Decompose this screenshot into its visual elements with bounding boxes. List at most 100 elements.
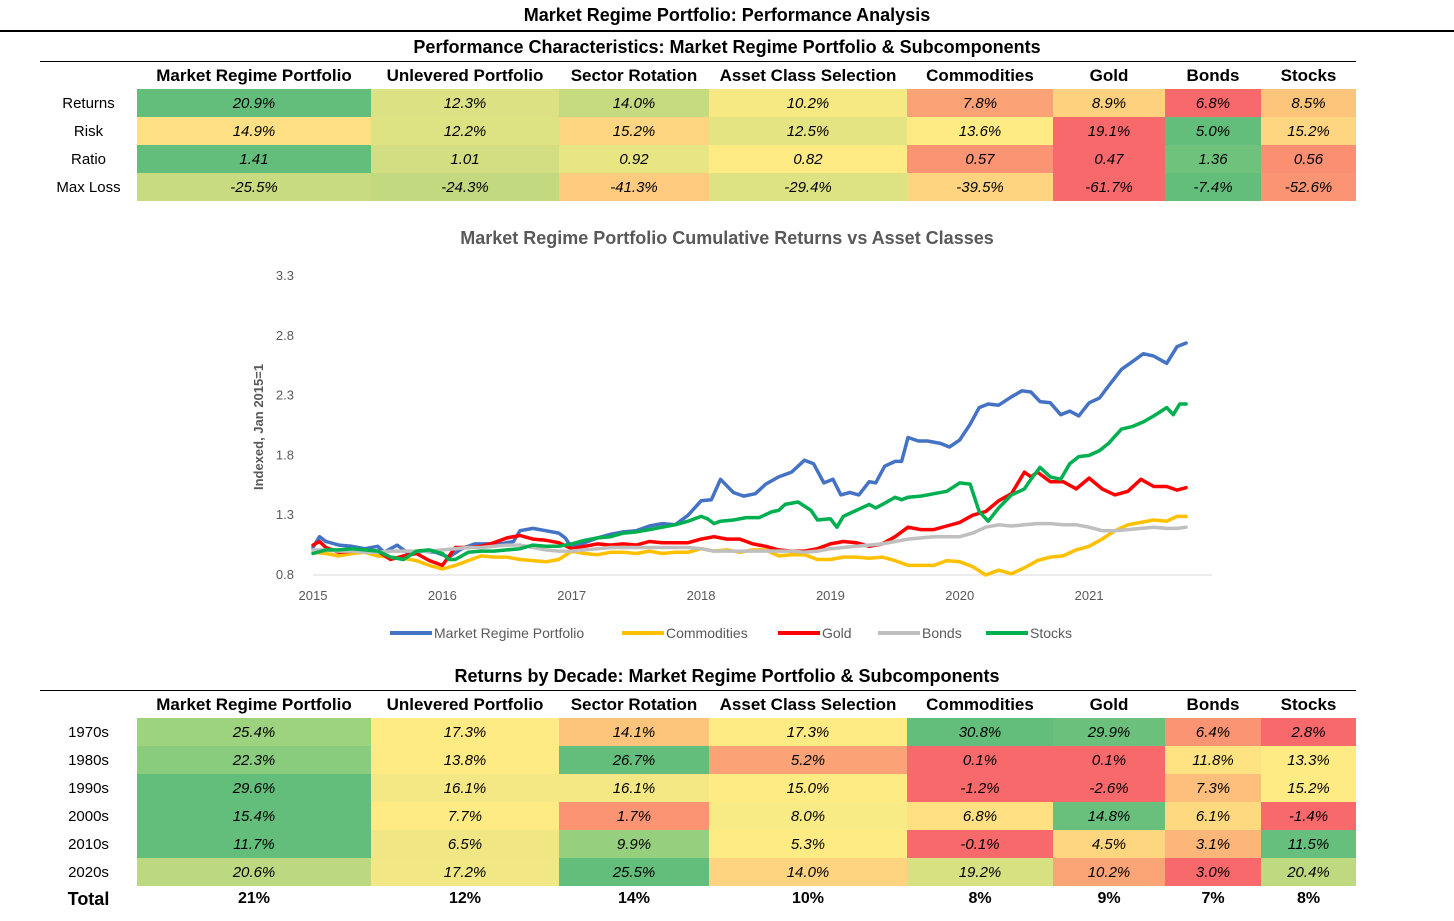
table-cell: 10.2% [709,89,907,117]
table-cell: 29.9% [1053,718,1165,746]
table-cell: 1.01 [371,145,559,173]
x-tick-label: 2020 [945,588,974,603]
table-cell: -0.1% [907,830,1053,858]
header-row: Market Regime Portfolio Unlevered Portfol… [40,691,1356,718]
table-cell: 5.2% [709,746,907,774]
column-header: Market Regime Portfolio [156,694,352,714]
table-cell: 12.3% [371,89,559,117]
table-row: 1970s 25.4% 17.3% 14.1% 17.3% 30.8% 29.9% 6.4% 2… [40,718,1356,746]
column-header: Market Regime Portfolio [156,65,352,85]
decade-table-rule [40,690,1356,691]
y-axis-label: Indexed, Jan 2015=1 [251,364,266,490]
table-cell: 5.3% [709,830,907,858]
column-header: Gold [1089,65,1129,85]
table-cell: 13.6% [907,117,1053,145]
table-cell: 20.6% [137,858,371,886]
title-rule [0,30,1454,32]
table-cell: 1.41 [137,145,371,173]
table-cell: 13.3% [1261,746,1356,774]
table-cell: -61.7% [1053,173,1165,201]
column-header: Stocks [1280,65,1337,85]
y-axis: 0.8 1.3 1.8 2.3 2.8 3.3 [276,268,294,582]
table-cell: -2.6% [1053,774,1165,802]
x-tick-label: 2017 [557,588,586,603]
table-cell: 0.92 [559,145,709,173]
row-label: 1970s [68,723,109,741]
table-cell: 15.2% [1261,774,1356,802]
table-row: 2020s 20.6% 17.2% 25.5% 14.0% 19.2% 10.2% 3.0% 2… [40,858,1356,886]
table-cell: 30.8% [907,718,1053,746]
table-cell: 22.3% [137,746,371,774]
table-cell: -41.3% [559,173,709,201]
table-cell: 15.4% [137,802,371,830]
x-tick-label: 2019 [816,588,845,603]
table-row: Risk 14.9% 12.2% 15.2% 12.5% 13.6% 19.1% 5.0% 15… [40,117,1356,145]
table-cell: 20.4% [1261,858,1356,886]
table-cell: 13.8% [371,746,559,774]
series-lines [311,341,1188,577]
row-label: Max Loss [56,178,121,196]
table-cell: 6.4% [1165,718,1261,746]
x-axis: 2015 2016 2017 2018 2019 2020 2021 [299,588,1104,603]
table-cell: 12% [371,886,559,912]
table-cell: 7.8% [907,89,1053,117]
column-header: Commodities [926,694,1034,714]
table-cell: 11.5% [1261,830,1356,858]
table-row: 2010s 11.7% 6.5% 9.9% 5.3% -0.1% 4.5% 3.1% 11.5% [40,830,1356,858]
legend-label: Market Regime Portfolio [434,625,584,641]
table-cell: 8.0% [709,802,907,830]
table-cell: 1.7% [559,802,709,830]
perf-table-rule [40,61,1356,62]
table-cell: 9.9% [559,830,709,858]
table-cell: 7.3% [1165,774,1261,802]
table-cell: 14.0% [709,858,907,886]
table-cell: 15.2% [1261,117,1356,145]
table-cell: 0.56 [1261,145,1356,173]
table-cell: 11.7% [137,830,371,858]
perf-table-title: Performance Characteristics: Market Regi… [413,37,1041,57]
table-cell: 15.0% [709,774,907,802]
table-cell: 0.57 [907,145,1053,173]
table-cell: 6.8% [1165,89,1261,117]
column-header: Commodities [926,65,1034,85]
table-cell: 16.1% [559,774,709,802]
row-label: 2000s [68,807,109,825]
table-cell: 8% [907,886,1053,912]
table-cell: 19.1% [1053,117,1165,145]
column-header: Asset Class Selection [719,65,897,85]
column-header: Sector Rotation [570,694,698,714]
table-cell: 2.8% [1261,718,1356,746]
table-cell: 10.2% [1053,858,1165,886]
table-cell: -25.5% [137,173,371,201]
row-label: 1990s [68,779,109,797]
table-cell: -24.3% [371,173,559,201]
table-cell: 14.0% [559,89,709,117]
x-tick-label: 2015 [299,588,328,603]
table-cell: 3.1% [1165,830,1261,858]
legend-label: Bonds [922,625,962,641]
table-cell: 6.8% [907,802,1053,830]
decade-table-title: Returns by Decade: Market Regime Portfol… [454,666,1000,686]
series-line-2 [311,470,1188,568]
header-corner [40,691,137,718]
column-header: Bonds [1186,694,1240,714]
table-cell: 17.2% [371,858,559,886]
table-cell: 1.36 [1165,145,1261,173]
table-cell: -39.5% [907,173,1053,201]
table-cell: 6.1% [1165,802,1261,830]
perf-table: Market Regime Portfolio Unlevered Portfol… [40,62,1356,201]
table-cell: -7.4% [1165,173,1261,201]
table-cell: 6.5% [371,830,559,858]
header-row: Market Regime Portfolio Unlevered Portfol… [40,62,1356,89]
table-row: 1990s 29.6% 16.1% 16.1% 15.0% -1.2% -2.6% 7.3% 1… [40,774,1356,802]
table-row: Ratio 1.41 1.01 0.92 0.82 0.57 0.47 1.36 0.56 [40,145,1356,173]
table-cell: 10% [709,886,907,912]
table-cell: 14.9% [137,117,371,145]
column-header: Asset Class Selection [719,694,897,714]
table-row: 1980s 22.3% 13.8% 26.7% 5.2% 0.1% 0.1% 11.8% 13.… [40,746,1356,774]
table-cell: 12.2% [371,117,559,145]
column-header: Stocks [1280,694,1337,714]
chart-title: Market Regime Portfolio Cumulative Retur… [460,228,994,248]
row-label: Returns [62,94,115,112]
table-cell: 0.1% [907,746,1053,774]
